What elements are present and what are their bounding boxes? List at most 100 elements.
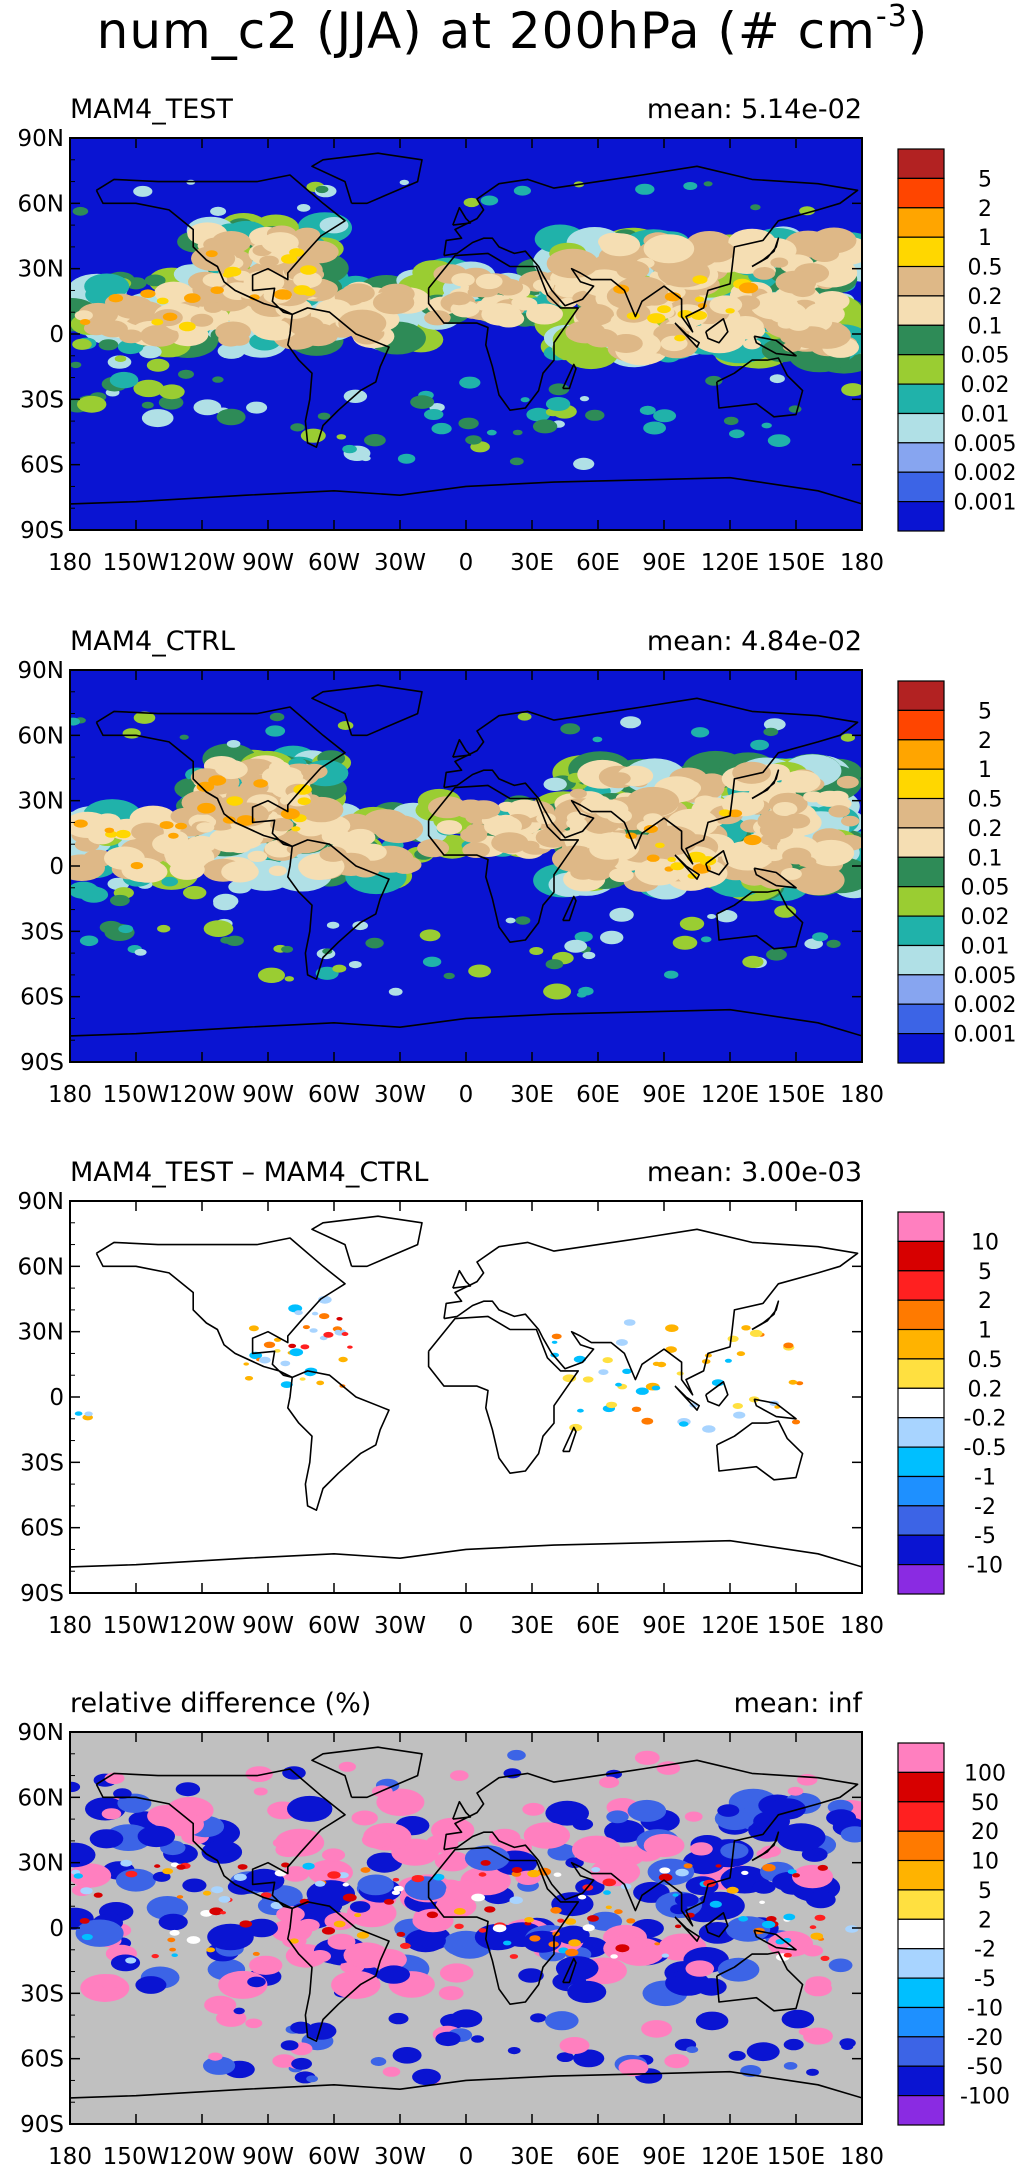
legend-label: -100 (960, 2085, 1010, 2110)
coastline (95, 174, 346, 316)
x-tick-label: 120W (169, 2144, 236, 2170)
legend-swatch (897, 471, 945, 503)
legend-label: 2 (978, 197, 992, 222)
y-tick-label: 90S (20, 518, 64, 544)
coastlines (70, 152, 862, 505)
legend-swatch (897, 207, 945, 238)
x-tick-label: 60W (308, 1613, 360, 1639)
legend-swatch (897, 1003, 945, 1035)
coastline (286, 839, 390, 981)
x-tick-label: 30E (510, 1613, 554, 1639)
figure-title: num_c2 (JJA) at 200hPa (# cm-3) (96, 0, 929, 61)
map-background (70, 1201, 862, 1593)
x-tick-label: 90W (242, 2144, 294, 2170)
legend-swatch (897, 2095, 945, 2126)
x-tick-label: 150W (103, 1613, 170, 1639)
y-tick-label: 60N (18, 1254, 64, 1280)
coastline (753, 1929, 797, 1951)
field-patches (70, 179, 862, 470)
legend-label: -5 (974, 1967, 996, 1992)
legend-swatch (897, 501, 945, 532)
x-tick-label: 90E (642, 550, 686, 576)
x-tick-label: 0 (459, 550, 474, 576)
legend-swatch (897, 1417, 945, 1448)
legend-label: 0.005 (954, 432, 1017, 457)
x-tick-label: 60E (576, 550, 620, 576)
coastline (716, 357, 804, 418)
y-tick-label: 90S (20, 2112, 64, 2138)
legend-label: 5 (978, 1879, 992, 1904)
coastline (562, 895, 577, 922)
coastline (70, 2070, 862, 2099)
legend-swatch (897, 1211, 945, 1242)
y-tick-label: 90N (18, 126, 64, 152)
x-tick-label: 0 (459, 1082, 474, 1108)
legend-swatch (897, 1977, 945, 2009)
panel-mam4-ctrl: MAM4_CTRL mean: 4.84e-02 180 150W 120W 90W 60W… (18, 626, 1017, 1108)
legend-label: 10 (971, 1850, 999, 1875)
coastline (753, 867, 797, 889)
coastline (705, 1381, 729, 1407)
coastline (705, 850, 729, 876)
legend-label: 1 (978, 758, 992, 783)
legend-swatch (897, 1830, 945, 1862)
coastline (751, 237, 780, 268)
y-tick-label: 60S (20, 985, 64, 1011)
coastline (452, 738, 472, 758)
legend-swatch (897, 1387, 945, 1419)
x-tick-label: 30W (374, 2144, 426, 2170)
coastline (674, 1385, 701, 1411)
legend-label: 0.1 (968, 314, 1003, 339)
legend-swatch (897, 265, 945, 297)
legend-label: 0.05 (961, 344, 1010, 369)
y-tick-label: 60S (20, 453, 64, 479)
coastline (311, 1215, 423, 1268)
legend-label: 10 (971, 1230, 999, 1255)
legend-label: -0.5 (964, 1436, 1007, 1461)
y-tick-label: 30N (18, 1320, 64, 1346)
x-tick-label: 30E (510, 550, 554, 576)
legend-label: 1 (978, 1319, 992, 1344)
y-tick-label: 30S (20, 1450, 64, 1476)
legend-swatch (897, 177, 945, 209)
x-tick-label: 30W (374, 1082, 426, 1108)
x-tick-label: 120E (701, 1082, 759, 1108)
x-tick-label: 150W (103, 1082, 170, 1108)
y-tick-label: 60N (18, 1785, 64, 1811)
legend-swatch (897, 1742, 945, 1773)
legend-label: 5 (978, 167, 992, 192)
x-tick-label: 180 (840, 550, 884, 576)
legend-swatch (897, 1889, 945, 1920)
y-tick-label: 60N (18, 723, 64, 749)
panel-title: MAM4_TEST – MAM4_CTRL (70, 1157, 428, 1188)
coastline (452, 1269, 472, 1289)
legend-label: 0.5 (968, 1348, 1003, 1373)
panel-mam4-test: MAM4_TEST mean: 5.14e-02 180 150W 120W 90W 60W… (18, 94, 1017, 576)
legend-label: -20 (967, 2026, 1003, 2051)
x-tick-label: 150W (103, 2144, 170, 2170)
legend-label: 2 (978, 729, 992, 754)
coastline (716, 889, 804, 950)
legend-swatch (897, 354, 945, 385)
coastlines (70, 684, 862, 1037)
legend-label: 0.002 (954, 461, 1017, 486)
legend: 10 5 2 1 0.5 0.2 -0.2 -0.5 -1 -2 -5 -10 (897, 1211, 1007, 1595)
y-tick-label: 60S (20, 1516, 64, 1542)
field-patches (70, 711, 862, 1000)
legend-swatch (897, 768, 945, 800)
legend-swatch (897, 1801, 945, 1832)
legend-label: -1 (974, 1466, 996, 1491)
legend-label: 50 (971, 1791, 999, 1816)
coastlines (70, 1746, 862, 2099)
coastline (705, 1912, 729, 1938)
legend-swatch (897, 412, 945, 444)
coastline (674, 854, 701, 880)
coastline (753, 1398, 797, 1420)
legend-label: 0.02 (961, 905, 1010, 930)
x-tick-label: 120W (169, 1613, 236, 1639)
x-tick-label: 60E (576, 1613, 620, 1639)
legend-swatch (897, 1270, 945, 1301)
legend-label: 2 (978, 1908, 992, 1933)
coastline (443, 165, 859, 333)
legend-swatch (897, 915, 945, 947)
